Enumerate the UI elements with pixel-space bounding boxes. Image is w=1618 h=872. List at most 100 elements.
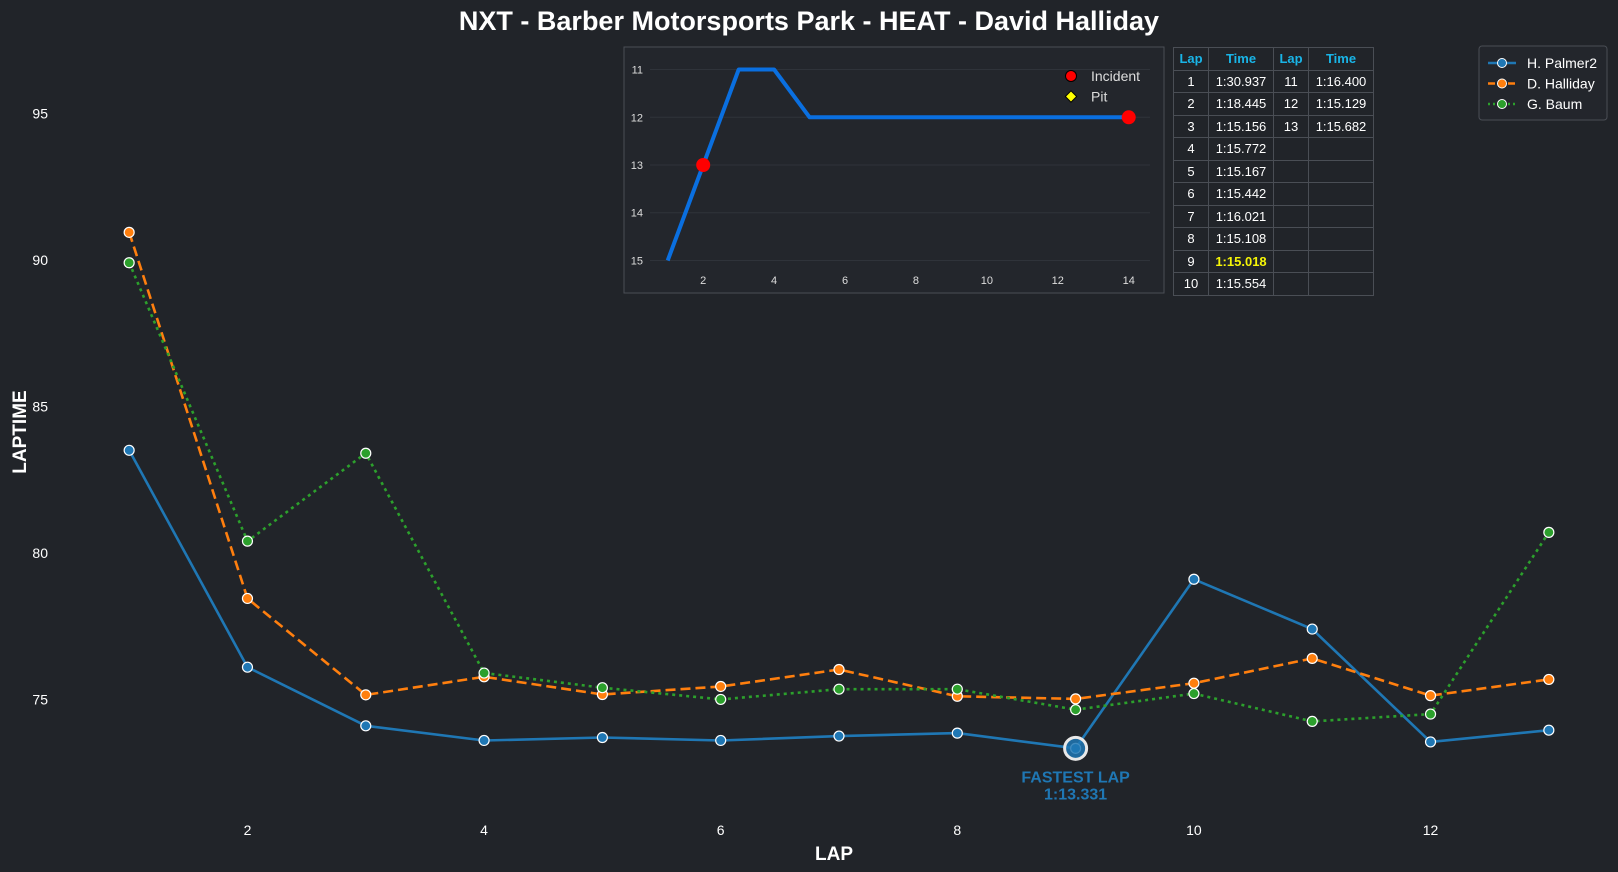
data-point [1543, 724, 1555, 736]
inset-x-tick-label: 4 [771, 275, 777, 287]
data-point [1306, 652, 1318, 664]
incident-legend-marker [1065, 70, 1077, 82]
lap-header-2: Lap [1273, 47, 1309, 71]
y-tick-label: 95 [32, 105, 48, 121]
lap-cell: 3 [1173, 114, 1209, 138]
data-point [478, 667, 490, 679]
data-point [1306, 715, 1318, 728]
time-cell: 1:30.937 [1208, 69, 1274, 93]
lap-cell: 7 [1173, 204, 1209, 228]
data-point [715, 680, 727, 693]
x-tick-label: 4 [480, 822, 488, 838]
data-point [1188, 573, 1200, 585]
y-tick-label: 80 [32, 545, 48, 561]
fastest-lap-label: FASTEST LAP [1021, 769, 1130, 786]
data-point [1070, 704, 1082, 716]
data-point [1543, 526, 1555, 538]
legend-marker-1 [1497, 78, 1507, 89]
data-point [1424, 708, 1437, 720]
lap-table-body: 1 1:30.937 11 1:16.400 2 1:18.445 12 1:15.129 3 1… [1173, 69, 1374, 296]
time-header-2: Time [1308, 47, 1374, 71]
inset-axis-ticks: 2 4 6 8 10 12 14 11 12 13 14 15 [631, 65, 1135, 287]
lap-cell-2: 11 [1273, 69, 1309, 93]
table-row: 7 1:16.021 [1173, 204, 1374, 228]
time-cell: 1:15.167 [1208, 159, 1274, 183]
data-point [478, 734, 490, 747]
legend-frame [1478, 45, 1608, 121]
inset-x-tick-label: 14 [1123, 275, 1135, 287]
data-point [1188, 687, 1200, 700]
x-tick-label: 10 [1186, 822, 1202, 838]
time-cell: 1:15.018 [1208, 249, 1274, 273]
time-cell: 1:18.445 [1208, 92, 1274, 116]
data-point [123, 444, 135, 456]
data-point [123, 257, 135, 269]
data-point [715, 693, 727, 706]
legend-label: D. Halliday [1527, 76, 1595, 92]
data-point [951, 683, 963, 695]
data-point [360, 720, 372, 732]
time-cell-2: 1:15.129 [1308, 92, 1374, 116]
table-row: 3 1:15.156 13 1:15.682 [1173, 114, 1374, 138]
lap-cell: 2 [1173, 92, 1209, 116]
lap-cell: 4 [1173, 137, 1209, 161]
time-cell-2 [1308, 249, 1374, 273]
time-cell-2 [1308, 159, 1374, 183]
data-point [1188, 677, 1200, 689]
inset-y-tick-label: 13 [631, 160, 643, 172]
x-axis-label: LAP [815, 844, 853, 865]
data-point [1424, 736, 1437, 748]
data-point [360, 447, 372, 459]
legend-marker-0 [1497, 58, 1507, 68]
data-point [123, 226, 135, 238]
time-cell-2 [1308, 182, 1374, 206]
inset-x-tick-label: 10 [981, 275, 993, 287]
time-cell: 1:15.108 [1208, 227, 1274, 251]
lap-cell-2 [1273, 137, 1309, 161]
inset-y-tick-label: 11 [632, 65, 643, 77]
inset-x-tick-label: 12 [1052, 275, 1064, 287]
lap-cell: 9 [1173, 249, 1209, 273]
lap-cell: 8 [1173, 227, 1209, 251]
data-point [241, 535, 254, 547]
table-row: 9 1:15.018 [1173, 249, 1374, 273]
main-series-points [123, 226, 1555, 754]
data-point [833, 663, 845, 676]
data-point [833, 730, 845, 742]
data-point [596, 682, 608, 694]
time-cell-2: 1:15.682 [1308, 114, 1374, 138]
data-point [951, 727, 963, 739]
lap-cell-2: 12 [1273, 92, 1309, 116]
table-row: 1 1:30.937 11 1:16.400 [1173, 69, 1374, 93]
table-row: 5 1:15.167 [1173, 159, 1374, 183]
time-cell-2 [1308, 272, 1374, 296]
x-tick-label: 12 [1423, 822, 1439, 838]
inset-chart-frame [623, 46, 1165, 294]
inset-y-tick-label: 12 [631, 112, 643, 124]
series-line-1 [127, 231, 1549, 701]
lap-cell: 6 [1173, 182, 1209, 206]
time-header: Time [1208, 47, 1274, 71]
lap-table-header-row: Lap Time Lap Time [1173, 47, 1374, 71]
data-point [241, 592, 254, 605]
lap-cell-2: 13 [1273, 114, 1309, 138]
time-cell: 1:15.554 [1208, 272, 1274, 296]
time-cell-2 [1308, 204, 1374, 228]
lap-cell: 5 [1173, 159, 1209, 183]
inset-legend-label: Pit [1091, 89, 1107, 105]
inset-y-tick-label: 14 [631, 208, 643, 220]
incident-marker [1121, 110, 1136, 125]
inset-x-tick-label: 8 [913, 275, 919, 287]
x-tick-label: 6 [717, 822, 725, 838]
inset-incident-markers [696, 110, 1136, 172]
lap-cell-2 [1273, 182, 1309, 206]
y-tick-label: 90 [32, 252, 48, 268]
x-tick-label: 8 [953, 822, 961, 838]
lap-cell: 1 [1173, 69, 1209, 93]
inset-legend: Incident Pit [1064, 68, 1140, 105]
lap-cell: 10 [1173, 272, 1209, 296]
data-point [596, 731, 608, 744]
chart-title: NXT - Barber Motorsports Park - HEAT - D… [459, 6, 1159, 36]
